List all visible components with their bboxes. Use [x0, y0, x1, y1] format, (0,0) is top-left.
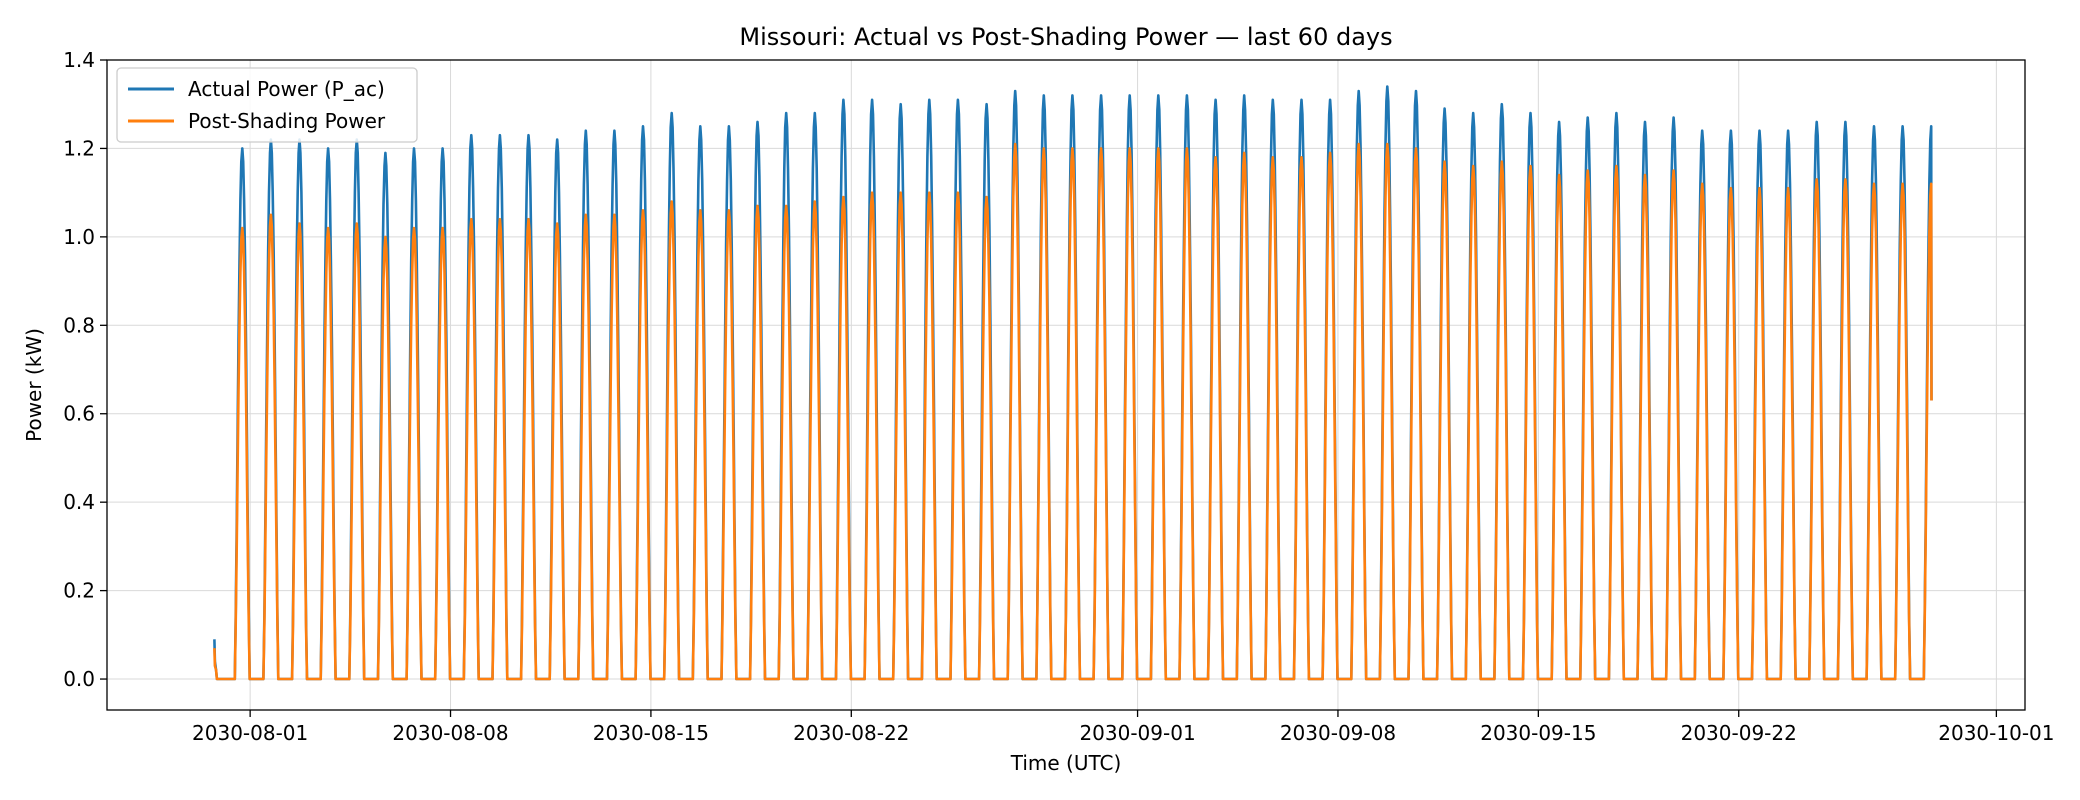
x-tick-label: 2030-10-01: [1938, 721, 2054, 745]
legend-box: [116, 67, 418, 143]
y-tick-label: 0.8: [63, 313, 95, 337]
x-tick-label: 2030-08-22: [793, 721, 909, 745]
y-tick-label: 0.4: [63, 490, 95, 514]
plot-frame: [106, 59, 2026, 711]
x-tick-label: 2030-09-01: [1079, 721, 1195, 745]
tick-layer: 2030-08-01 2030-08-08 2030-08-15 2030-08-22…: [63, 48, 2054, 745]
y-tick-label: 1.4: [63, 48, 95, 72]
x-tick-label: 2030-08-01: [192, 721, 308, 745]
x-tick-label: 2030-09-22: [1681, 721, 1797, 745]
legend-label-post-shading: Post-Shading Power: [188, 109, 386, 133]
legend-label-actual: Actual Power (P_ac): [188, 77, 385, 101]
series-line-post-shading-power: [213, 142, 1933, 681]
y-tick-label: 0.6: [63, 402, 95, 426]
legend: Actual Power (P_ac) Post-Shading Power: [116, 67, 418, 143]
x-tick-label: 2030-09-15: [1480, 721, 1596, 745]
y-axis-label: Power (kW): [22, 328, 46, 442]
series-layer: [213, 85, 1933, 681]
y-tick-label: 0.0: [63, 667, 95, 691]
y-tick-label: 1.0: [63, 225, 95, 249]
x-tick-label: 2030-08-15: [593, 721, 709, 745]
x-axis-label: Time (UTC): [1010, 751, 1122, 775]
x-tick-label: 2030-08-08: [392, 721, 508, 745]
chart-title: Missouri: Actual vs Post-Shading Power —…: [739, 23, 1392, 51]
x-tick-label: 2030-09-08: [1280, 721, 1396, 745]
y-tick-label: 0.2: [63, 579, 95, 603]
y-tick-label: 1.2: [63, 136, 95, 160]
